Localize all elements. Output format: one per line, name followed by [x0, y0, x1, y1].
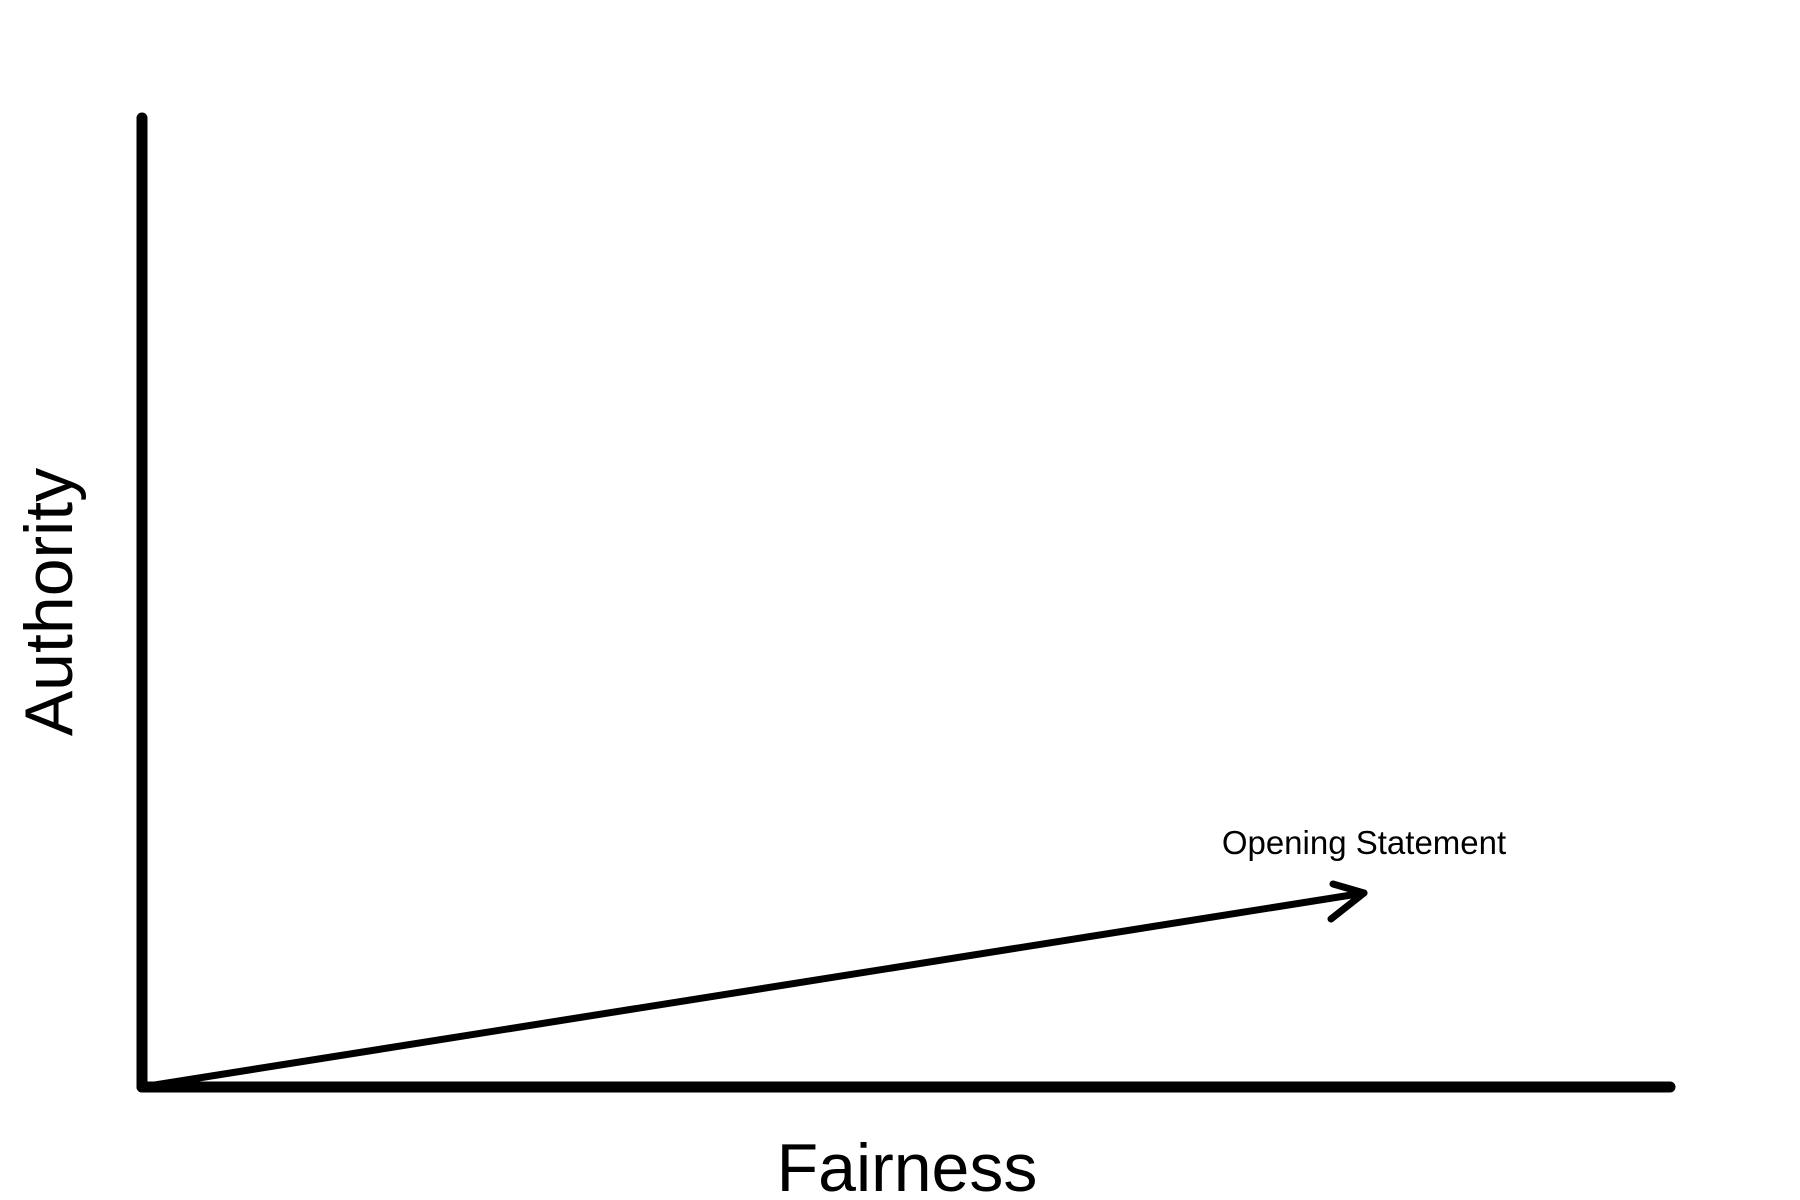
y-axis-label: Authority: [11, 468, 87, 736]
arrowhead-icon: [1327, 880, 1368, 923]
opening-statement-label: Opening Statement: [1222, 824, 1506, 861]
opening-statement-arrow-shaft: [138, 889, 1368, 1091]
x-axis-label: Fairness: [777, 1130, 1038, 1200]
